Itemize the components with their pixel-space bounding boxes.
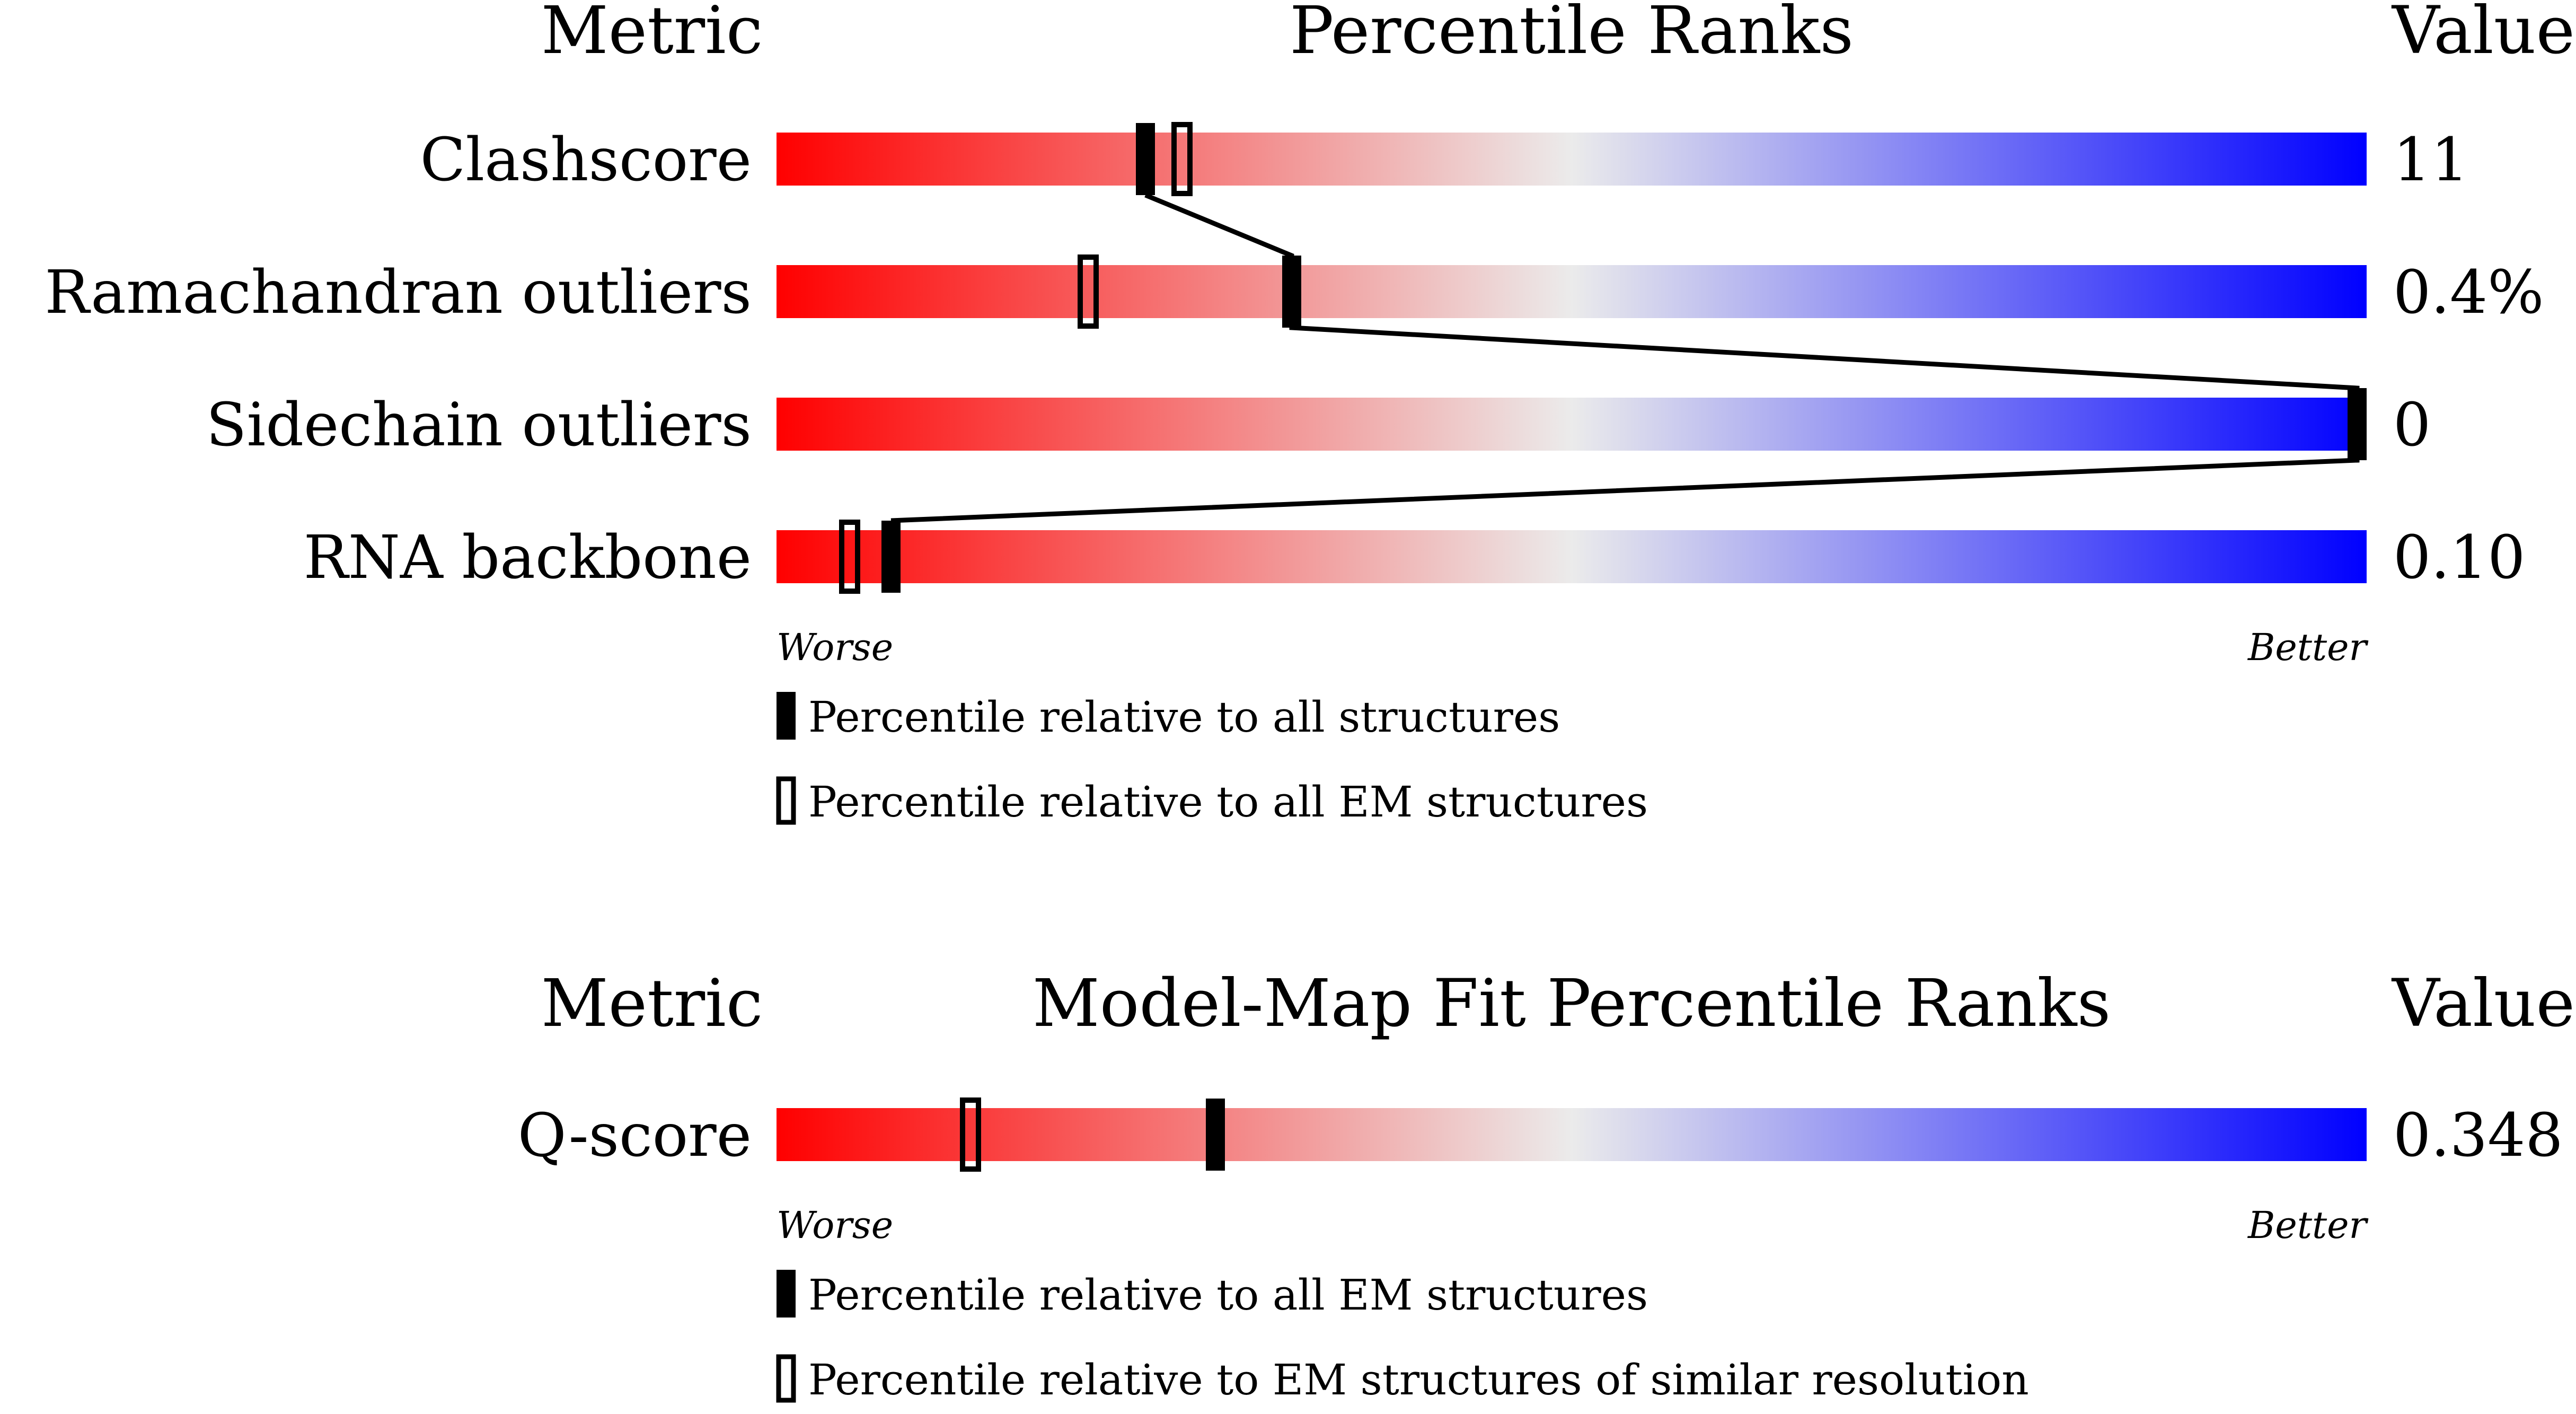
open-percentile-marker: [1078, 254, 1099, 329]
metric-header: Metric: [541, 965, 763, 1042]
metric-label: Q-score: [518, 1101, 752, 1170]
filled-percentile-marker: [1206, 1099, 1225, 1171]
metric-label: Clashscore: [420, 126, 752, 195]
filled-percentile-marker: [1136, 123, 1155, 195]
better-label: Better: [2247, 626, 2369, 669]
open-percentile-marker: [960, 1097, 981, 1172]
legend-label: Percentile relative to EM structures of …: [808, 1355, 2029, 1404]
legend-label: Percentile relative to all EM structures: [808, 777, 1648, 827]
metric-row: Sidechain outliers 0: [206, 388, 2431, 460]
panel-1: Metric Percentile Ranks Value Clashscore 11 R…: [45, 0, 2575, 827]
open-percentile-marker: [1171, 122, 1193, 196]
filled-percentile-marker: [881, 521, 901, 593]
percentile-connector-line: [890, 192, 2360, 523]
percentile-bar: [777, 1108, 2367, 1161]
metric-value: 0.4%: [2393, 258, 2544, 327]
metric-row: RNA backbone 0.10: [304, 520, 2525, 594]
legend-filled-marker: [777, 692, 796, 740]
metric-row: Ramachandran outliers 0.4%: [45, 254, 2544, 329]
metric-row: Q-score 0.348: [518, 1097, 2563, 1172]
metric-row: Clashscore 11: [420, 122, 2469, 196]
panel-title: Percentile Ranks: [1290, 0, 1854, 69]
panel-title: Model-Map Fit Percentile Ranks: [1033, 965, 2111, 1042]
legend-filled-marker: [777, 1270, 796, 1318]
percentile-bar: [777, 133, 2367, 186]
metric-value: 0: [2393, 391, 2431, 460]
metric-value: 0.348: [2393, 1101, 2563, 1170]
legend-open-marker: [776, 1354, 796, 1403]
value-header: Value: [2391, 0, 2575, 69]
percentile-bar: [777, 265, 2367, 318]
metric-value: 11: [2393, 126, 2469, 195]
percentile-bar: [777, 530, 2367, 583]
metric-value: 0.10: [2393, 523, 2525, 592]
open-percentile-marker: [839, 520, 860, 594]
value-header: Value: [2391, 965, 2575, 1042]
legend-open-marker: [776, 776, 796, 825]
worse-label: Worse: [777, 1204, 893, 1247]
metric-label: Ramachandran outliers: [45, 258, 752, 327]
better-label: Better: [2247, 1204, 2369, 1247]
metric-label: Sidechain outliers: [206, 391, 752, 460]
metric-label: RNA backbone: [304, 523, 752, 592]
legend-label: Percentile relative to all structures: [808, 692, 1560, 742]
legend-label: Percentile relative to all EM structures: [808, 1270, 1648, 1320]
panel-2: Metric Model-Map Fit Percentile Ranks Valu…: [518, 965, 2575, 1404]
worse-label: Worse: [777, 626, 893, 669]
percentile-bar: [777, 398, 2367, 451]
metric-header: Metric: [541, 0, 763, 69]
